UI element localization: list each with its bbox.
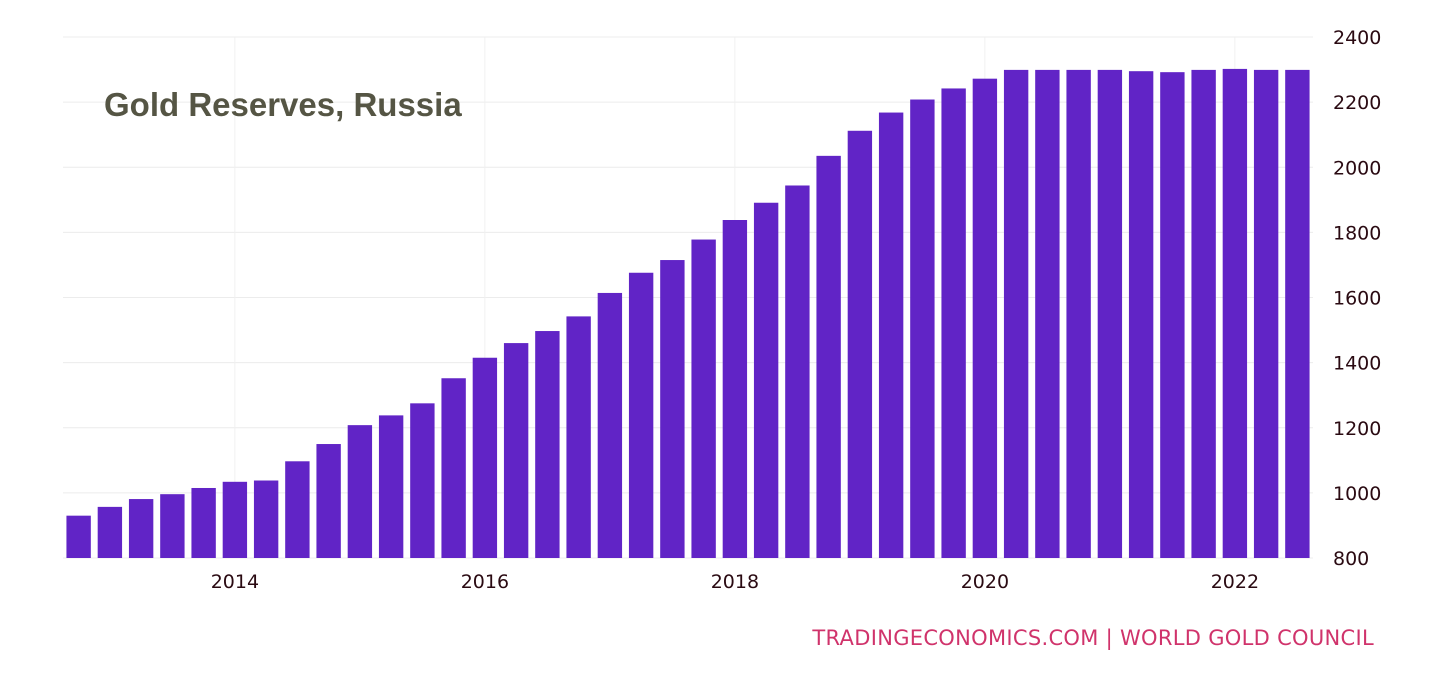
y-tick-label: 1000 xyxy=(1333,483,1381,505)
bar xyxy=(1160,72,1185,559)
bar xyxy=(1128,71,1154,558)
bar xyxy=(941,88,966,558)
bar xyxy=(691,239,716,559)
x-tick-label: 2018 xyxy=(711,571,759,593)
bar xyxy=(1191,69,1216,558)
bar xyxy=(128,499,154,558)
x-tick-label: 2020 xyxy=(961,571,1009,593)
bar xyxy=(597,292,623,558)
bar xyxy=(1066,69,1091,558)
y-tick-label: 2000 xyxy=(1333,157,1381,179)
bar xyxy=(1035,69,1060,558)
bar xyxy=(660,260,685,558)
bar xyxy=(347,425,373,558)
bar xyxy=(191,487,216,558)
y-tick-label: 1200 xyxy=(1333,418,1381,440)
bar xyxy=(910,99,935,559)
bar xyxy=(253,480,279,558)
bar xyxy=(316,444,341,558)
bar xyxy=(816,155,841,558)
bar xyxy=(1253,69,1279,558)
bar xyxy=(878,112,904,559)
bar xyxy=(66,515,91,558)
y-tick-label: 1800 xyxy=(1333,222,1381,244)
y-axis-ticks: 800 1000 1200 1400 1600 1800 2000 2200 2400 xyxy=(1333,27,1381,570)
bar xyxy=(1003,69,1029,558)
bar xyxy=(785,185,810,559)
y-tick-label: 1400 xyxy=(1333,353,1381,375)
bar xyxy=(222,481,248,558)
bar xyxy=(1285,69,1310,558)
y-tick-label: 800 xyxy=(1333,548,1369,570)
bar xyxy=(847,130,873,558)
x-axis-ticks: 2014 2016 2018 2020 2022 xyxy=(211,571,1259,593)
y-tick-label: 2200 xyxy=(1333,92,1381,114)
bar xyxy=(535,331,560,558)
bar xyxy=(441,378,466,558)
y-tick-label: 1600 xyxy=(1333,288,1381,310)
chart-title: Gold Reserves, Russia xyxy=(104,86,462,123)
x-tick-label: 2014 xyxy=(211,571,259,593)
bar xyxy=(628,272,654,558)
bar xyxy=(753,202,779,559)
bars xyxy=(66,68,1310,559)
bar xyxy=(378,415,404,558)
x-tick-label: 2022 xyxy=(1211,571,1259,593)
bar xyxy=(503,343,529,558)
bar xyxy=(1097,69,1123,558)
bar xyxy=(160,494,185,558)
bar xyxy=(1222,68,1248,558)
bar xyxy=(410,403,435,558)
bar xyxy=(285,461,310,558)
bar xyxy=(972,78,998,559)
bar xyxy=(722,220,748,558)
bar xyxy=(97,506,123,558)
bar xyxy=(472,357,498,558)
y-tick-label: 2400 xyxy=(1333,27,1381,49)
bar xyxy=(566,316,591,558)
source-attribution: TRADINGECONOMICS.COM | WORLD GOLD COUNCI… xyxy=(812,626,1374,650)
x-tick-label: 2016 xyxy=(461,571,509,593)
